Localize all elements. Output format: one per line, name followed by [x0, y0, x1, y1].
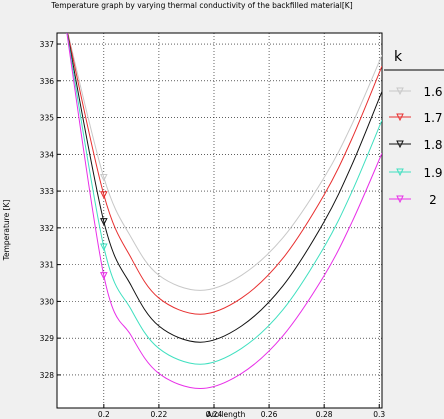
legend-marker-k-1-8	[396, 140, 404, 149]
y-tick-label: 330	[40, 297, 55, 306]
y-tick-label: 335	[40, 114, 55, 123]
legend-label-k-1-9: 1.9	[423, 166, 442, 180]
x-tick-label: 0.22	[151, 410, 168, 419]
x-tick-label: 0.2	[98, 410, 110, 419]
y-tick-label: 333	[40, 187, 55, 196]
y-tick-label: 331	[40, 261, 55, 270]
y-tick-label: 334	[40, 150, 55, 159]
series-line-k-1-7	[67, 33, 382, 315]
x-tick-label: 0.28	[316, 410, 333, 419]
legend-label-k-2: 2	[429, 193, 437, 207]
chart-title: Temperature graph by varying thermal con…	[50, 1, 352, 10]
y-tick-label: 336	[40, 77, 55, 86]
axis-ticks: 0.2 0.22 0.24 0.26 0.28 0.3 328 329 330 331 332 333…	[40, 40, 386, 419]
legend: k 1.6 1.7 1.8 1.9 2	[384, 49, 444, 207]
y-tick-label: 328	[40, 371, 55, 380]
legend-label-k-1-6: 1.6	[423, 85, 442, 99]
grid-lines	[57, 33, 382, 408]
legend-label-k-1-8: 1.8	[423, 138, 442, 152]
plot-area	[56, 32, 383, 409]
series-marker-k-1-9	[100, 243, 108, 252]
series-marker-k-1-6	[100, 173, 108, 182]
legend-label-k-1-7: 1.7	[423, 111, 442, 125]
series-lines	[66, 33, 382, 390]
legend-marker-k-1-7	[396, 113, 404, 122]
y-axis-label: Temperature [K]	[2, 200, 11, 262]
y-tick-label: 329	[40, 334, 55, 343]
series-line-k-1-6	[67, 33, 382, 291]
series-marker-k-1-8	[100, 218, 108, 226]
legend-marker-k-2	[396, 195, 404, 204]
series-line-k-2	[66, 33, 382, 390]
legend-title: k	[394, 49, 403, 65]
x-tick-label: 0.24	[206, 410, 223, 419]
y-tick-label: 332	[40, 224, 55, 233]
series-line-k-1-9	[66, 33, 382, 365]
x-axis-label: Arc-length	[207, 410, 246, 419]
series-marker-k-2	[100, 272, 108, 280]
x-tick-label: 0.3	[373, 410, 385, 419]
x-tick-label: 0.26	[261, 410, 278, 419]
series-marker-k-1-7	[100, 191, 108, 199]
legend-marker-k-1-6	[396, 87, 404, 96]
series-line-k-1-8	[66, 33, 382, 343]
legend-marker-k-1-9	[396, 168, 404, 177]
y-tick-label: 337	[40, 40, 55, 49]
